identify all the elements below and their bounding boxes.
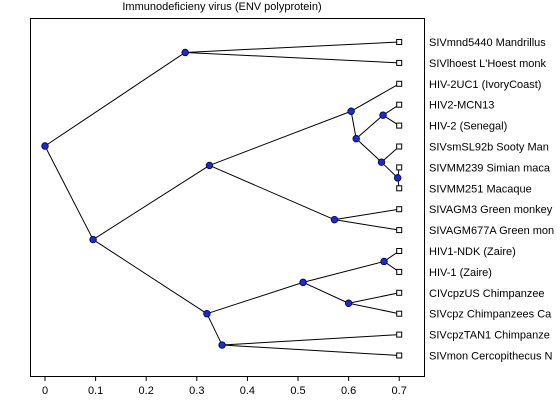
branch-line bbox=[206, 281, 304, 315]
internal-node bbox=[218, 341, 226, 349]
branch-line bbox=[185, 51, 400, 64]
branch-line bbox=[381, 161, 399, 179]
branch-line bbox=[302, 260, 385, 283]
internal-node bbox=[380, 257, 388, 266]
branch-line bbox=[350, 111, 357, 139]
x-axis: 0 0.1 0.2 0.3 0.4 0.5 0.6 0.7 bbox=[42, 376, 407, 397]
leaf-label: SIVcpzTAN1 Chimpanze bbox=[429, 330, 550, 342]
leaf-marker bbox=[396, 289, 403, 296]
leaf-marker bbox=[396, 101, 403, 108]
branch-line bbox=[209, 164, 335, 221]
leaf-marker bbox=[396, 80, 403, 87]
internal-node bbox=[393, 174, 402, 182]
internal-node bbox=[352, 134, 360, 143]
leaf-label: SIVlhoest L'Hoest monk bbox=[429, 58, 547, 70]
branch-line bbox=[334, 219, 400, 231]
internal-node bbox=[299, 278, 307, 287]
branch-line bbox=[222, 344, 400, 356]
branch-line bbox=[348, 292, 400, 304]
leaf-label: HIV-2UC1 (IvoryCoast) bbox=[429, 79, 541, 91]
branch-line bbox=[92, 165, 210, 240]
leaf-label: SIVAGM677A Green mon bbox=[429, 225, 554, 237]
tick-label: 0 bbox=[42, 385, 48, 397]
tree-branches bbox=[44, 41, 400, 356]
branch-line bbox=[302, 281, 349, 304]
branch-line bbox=[348, 302, 400, 315]
branch-line bbox=[206, 313, 223, 346]
tick-label: 0.6 bbox=[341, 385, 356, 397]
internal-node bbox=[203, 310, 211, 318]
leaf-marker bbox=[396, 39, 403, 45]
tree-leaves: SIVmnd5440 Mandrillus SIVlhoest L'Hoest m… bbox=[396, 37, 554, 363]
internal-node bbox=[205, 161, 214, 170]
branch-line bbox=[209, 110, 352, 166]
leaf-label: CIVcpzUS Chimpanzee bbox=[429, 288, 545, 300]
leaf-marker bbox=[396, 248, 403, 254]
internal-node bbox=[181, 48, 189, 57]
leaf-marker bbox=[396, 143, 403, 150]
tick-label: 0.5 bbox=[290, 385, 305, 397]
internal-node bbox=[41, 142, 49, 150]
leaf-marker bbox=[396, 206, 403, 213]
branch-line bbox=[355, 138, 382, 163]
chart-title: Immunodeficieny virus (ENV polyprotein) bbox=[122, 1, 322, 13]
branch-line bbox=[92, 239, 208, 315]
leaf-label: HIV1-NDK (Zaire) bbox=[429, 246, 516, 258]
branch-line bbox=[355, 114, 384, 140]
leaf-marker bbox=[396, 122, 403, 129]
leaf-label: HIV2-MCN13 bbox=[429, 100, 494, 112]
leaf-marker bbox=[396, 227, 403, 234]
branch-line bbox=[334, 208, 400, 221]
leaf-marker bbox=[396, 331, 403, 338]
leaf-label: SIVMM251 Macaque bbox=[429, 183, 532, 195]
internal-node bbox=[330, 215, 339, 224]
leaf-label: SIVsmSL92b Sooty Man bbox=[429, 142, 549, 154]
plot-frame bbox=[30, 18, 425, 377]
internal-node bbox=[89, 235, 97, 244]
leaf-label: SIVmon Cercopithecus N bbox=[429, 351, 553, 363]
internal-node bbox=[377, 158, 386, 166]
leaf-label: SIVcpz Chimpanzees Ca bbox=[429, 309, 552, 321]
tree-nodes bbox=[41, 48, 402, 349]
tick-label: 0.4 bbox=[240, 385, 255, 397]
internal-node bbox=[344, 299, 353, 307]
leaf-label: HIV-2 (Senegal) bbox=[429, 121, 507, 133]
leaf-marker bbox=[396, 59, 403, 66]
tick-label: 0.1 bbox=[88, 385, 103, 397]
tick-label: 0.3 bbox=[189, 385, 204, 397]
branch-line bbox=[222, 334, 400, 346]
leaf-marker bbox=[396, 352, 403, 359]
branch-line bbox=[44, 145, 94, 240]
leaf-label: SIVmnd5440 Mandrillus bbox=[429, 37, 546, 49]
leaf-marker bbox=[396, 164, 403, 171]
internal-node bbox=[379, 111, 387, 119]
leaf-label: SIVMM239 Simian maca bbox=[429, 162, 551, 174]
branch-line bbox=[350, 83, 400, 112]
internal-node bbox=[347, 107, 355, 115]
branch-line bbox=[185, 41, 400, 53]
tick-label: 0.2 bbox=[139, 385, 154, 397]
leaf-marker bbox=[396, 185, 403, 192]
leaf-label: SIVAGM3 Green monkey bbox=[429, 204, 553, 216]
leaf-label: HIV-1 (Zaire) bbox=[429, 267, 492, 279]
leaf-marker bbox=[396, 268, 403, 275]
tick-label: 0.7 bbox=[392, 385, 407, 397]
branch-line bbox=[44, 52, 186, 147]
leaf-marker bbox=[396, 310, 403, 317]
